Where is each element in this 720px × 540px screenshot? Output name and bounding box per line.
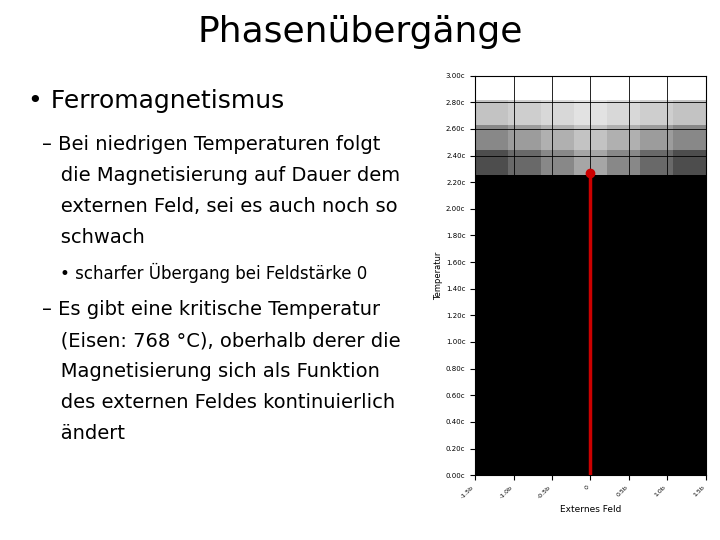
Text: • scharfer Übergang bei Feldstärke 0: • scharfer Übergang bei Feldstärke 0 (60, 263, 367, 284)
Text: • Ferromagnetismus: • Ferromagnetismus (28, 89, 284, 112)
Text: schwach: schwach (42, 227, 145, 247)
Text: des externen Feldes kontinuierlich: des externen Feldes kontinuierlich (42, 393, 395, 412)
Text: Phasenübergänge: Phasenübergänge (197, 16, 523, 49)
Text: – Es gibt eine kritische Temperatur: – Es gibt eine kritische Temperatur (42, 300, 379, 319)
Y-axis label: Temperatur: Temperatur (434, 251, 443, 300)
Text: Magnetisierung sich als Funktion: Magnetisierung sich als Funktion (42, 362, 379, 381)
Text: (Eisen: 768 °C), oberhalb derer die: (Eisen: 768 °C), oberhalb derer die (42, 331, 400, 350)
Text: die Magnetisierung auf Dauer dem: die Magnetisierung auf Dauer dem (42, 166, 400, 185)
X-axis label: Externes Feld: Externes Feld (559, 505, 621, 514)
Text: externen Feld, sei es auch noch so: externen Feld, sei es auch noch so (42, 197, 397, 215)
Text: ändert: ändert (42, 424, 125, 443)
Text: – Bei niedrigen Temperaturen folgt: – Bei niedrigen Temperaturen folgt (42, 135, 380, 154)
